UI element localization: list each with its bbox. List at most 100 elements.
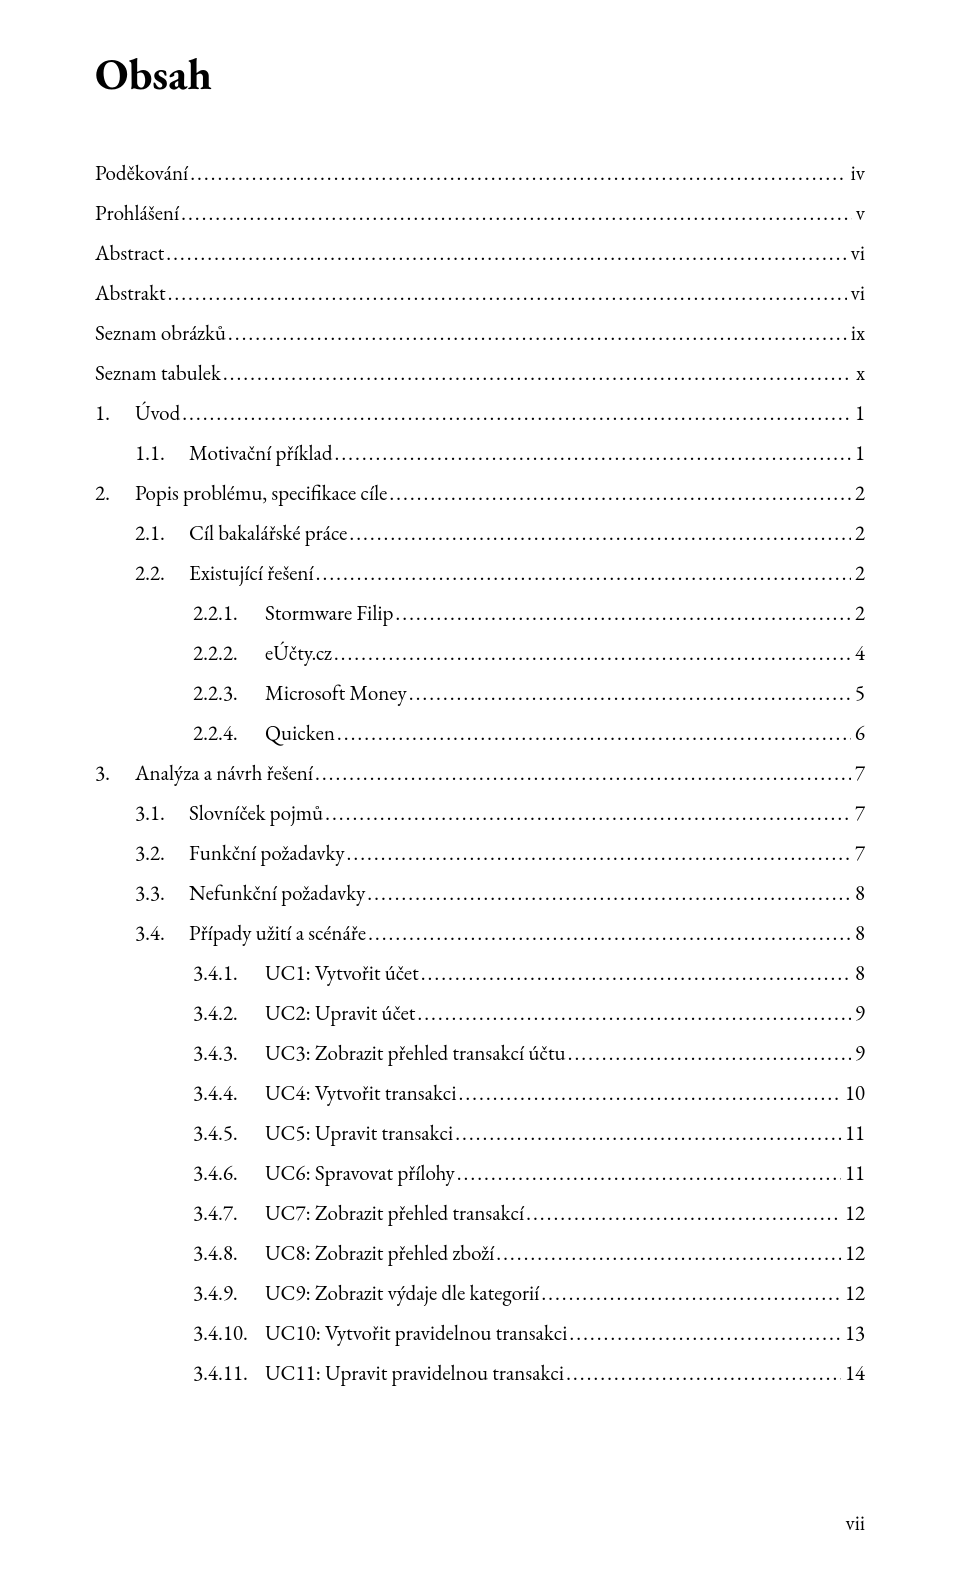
toc-entry-page: 7 xyxy=(851,763,865,784)
toc-row: 2.2.3.Microsoft Money 5 xyxy=(95,683,865,704)
toc-entry-page: x xyxy=(852,363,865,384)
toc-entry-number: 2.2.4. xyxy=(193,723,265,744)
toc-entry-label: Microsoft Money xyxy=(265,683,409,704)
toc-entry-label: Seznam obrázků xyxy=(95,323,228,344)
toc-entry-page: 12 xyxy=(841,1203,865,1224)
toc-entry-number: 2. xyxy=(95,483,135,504)
toc-entry-number: 1.1. xyxy=(135,443,189,464)
toc-entry-label: UC11: Upravit pravidelnou transakci xyxy=(265,1363,566,1384)
toc-entry-label: UC7: Zobrazit přehled transakcí xyxy=(265,1203,526,1224)
toc-row: 3.4.Případy užití a scénáře 8 xyxy=(95,923,865,944)
toc-entry-page: 11 xyxy=(841,1163,865,1184)
toc-entry-page: vi xyxy=(847,283,865,304)
toc-leader-dots xyxy=(349,523,851,544)
toc-entry-page: 2 xyxy=(851,603,865,624)
toc-entry-page: 8 xyxy=(851,923,865,944)
toc-row: Abstract vi xyxy=(95,243,865,264)
toc-entry-label: UC8: Zobrazit přehled zboží xyxy=(265,1243,496,1264)
toc-entry-number: 3.4.6. xyxy=(193,1163,265,1184)
toc-leader-dots xyxy=(569,1323,840,1344)
toc-row: 3.1.Slovníček pojmů 7 xyxy=(95,803,865,824)
toc-leader-dots xyxy=(334,643,851,664)
toc-entry-label: Cíl bakalářské práce xyxy=(189,523,349,544)
toc-entry-page: vi xyxy=(847,243,865,264)
toc-entry-label: Quicken xyxy=(265,723,337,744)
toc-row: 3.4.6.UC6: Spravovat přílohy 11 xyxy=(95,1163,865,1184)
toc-row: 3.4.11.UC11: Upravit pravidelnou transak… xyxy=(95,1363,865,1384)
toc-entry-label: UC1: Vytvořit účet xyxy=(265,963,421,984)
toc-entry-number: 3.4.3. xyxy=(193,1043,265,1064)
toc-leader-dots xyxy=(228,323,847,344)
toc-row: 3.4.2.UC2: Upravit účet 9 xyxy=(95,1003,865,1024)
toc-entry-number: 3.4.11. xyxy=(193,1363,265,1384)
toc-entry-page: 10 xyxy=(841,1083,865,1104)
toc-leader-dots xyxy=(168,283,847,304)
toc-row: 3.4.7.UC7: Zobrazit přehled transakcí 12 xyxy=(95,1203,865,1224)
toc-entry-number: 3.4.5. xyxy=(193,1123,265,1144)
toc-entry-page: 1 xyxy=(851,443,865,464)
toc-entry-number: 2.2. xyxy=(135,563,189,584)
toc-leader-dots xyxy=(223,363,852,384)
toc-leader-dots xyxy=(166,243,846,264)
toc-entry-page: 12 xyxy=(841,1283,865,1304)
toc-entry-page: 8 xyxy=(851,883,865,904)
toc-entry-page: 13 xyxy=(841,1323,865,1344)
toc-entry-number: 2.2.2. xyxy=(193,643,265,664)
toc-entry-page: 5 xyxy=(851,683,865,704)
toc-entry-number: 3. xyxy=(95,763,135,784)
toc-leader-dots xyxy=(455,1123,841,1144)
toc-row: Abstrakt vi xyxy=(95,283,865,304)
toc-entry-label: Motivační příklad xyxy=(189,443,335,464)
toc-row: 2.2.2.eÚčty.cz 4 xyxy=(95,643,865,664)
toc-entry-page: 2 xyxy=(851,563,865,584)
toc-entry-label: Stormware Filip xyxy=(265,603,395,624)
toc-entry-number: 3.4.10. xyxy=(193,1323,265,1344)
page: Obsah Poděkování iv Prohlášení v Abstract … xyxy=(0,0,960,1573)
toc-entry-label: Seznam tabulek xyxy=(95,363,223,384)
toc-leader-dots xyxy=(421,963,851,984)
toc-row: Seznam tabulek x xyxy=(95,363,865,384)
toc-row: 3.4.1.UC1: Vytvořit účet 8 xyxy=(95,963,865,984)
toc-entry-page: 2 xyxy=(851,523,865,544)
toc-leader-dots xyxy=(335,443,851,464)
toc-leader-dots xyxy=(566,1363,841,1384)
toc-entry-label: UC2: Upravit účet xyxy=(265,1003,417,1024)
toc-entry-label: Úvod xyxy=(135,403,182,424)
toc-entry-label: UC4: Vytvořit transakci xyxy=(265,1083,459,1104)
toc-entry-number: 3.3. xyxy=(135,883,189,904)
toc-entry-page: 9 xyxy=(851,1043,865,1064)
toc-row: 2.2.4.Quicken 6 xyxy=(95,723,865,744)
toc-row: 1.Úvod 1 xyxy=(95,403,865,424)
toc-entry-page: 12 xyxy=(841,1243,865,1264)
toc-leader-dots xyxy=(541,1283,841,1304)
toc-entry-number: 3.4.8. xyxy=(193,1243,265,1264)
toc-row: 3.Analýza a návrh řešení 7 xyxy=(95,763,865,784)
toc-leader-dots xyxy=(337,723,851,744)
toc-row: 2.1.Cíl bakalářské práce 2 xyxy=(95,523,865,544)
toc-entry-page: 8 xyxy=(851,963,865,984)
page-title: Obsah xyxy=(95,46,865,103)
toc-row: 2.2.1.Stormware Filip 2 xyxy=(95,603,865,624)
table-of-contents: Poděkování ivProhlášení vAbstract viAbst… xyxy=(95,163,865,1384)
toc-entry-page: 9 xyxy=(851,1003,865,1024)
toc-entry-label: Abstrakt xyxy=(95,283,168,304)
toc-leader-dots xyxy=(347,843,851,864)
toc-leader-dots xyxy=(568,1043,851,1064)
toc-entry-number: 3.4.4. xyxy=(193,1083,265,1104)
toc-entry-label: UC6: Spravovat přílohy xyxy=(265,1163,457,1184)
toc-row: Prohlášení v xyxy=(95,203,865,224)
toc-entry-number: 3.2. xyxy=(135,843,189,864)
toc-entry-page: 7 xyxy=(851,843,865,864)
toc-leader-dots xyxy=(325,803,851,824)
toc-entry-page: 6 xyxy=(851,723,865,744)
toc-entry-page: iv xyxy=(847,163,865,184)
toc-entry-label: Nefunkční požadavky xyxy=(189,883,367,904)
toc-entry-label: Abstract xyxy=(95,243,166,264)
toc-row: 3.2.Funkční požadavky 7 xyxy=(95,843,865,864)
toc-entry-label: Poděkování xyxy=(95,163,190,184)
toc-leader-dots xyxy=(190,163,846,184)
toc-row: 1.1.Motivační příklad 1 xyxy=(95,443,865,464)
toc-leader-dots xyxy=(409,683,851,704)
toc-entry-number: 2.1. xyxy=(135,523,189,544)
page-number: vii xyxy=(846,1510,866,1537)
